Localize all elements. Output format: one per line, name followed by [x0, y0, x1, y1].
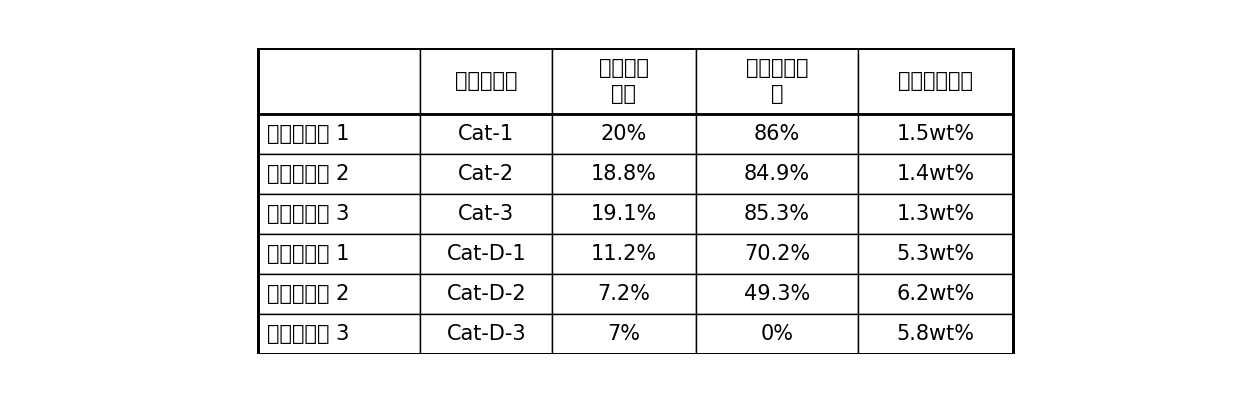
Bar [258, 194, 420, 234]
Bar [696, 113, 858, 154]
Bar [858, 154, 1013, 194]
Text: 异丁烷转
化率: 异丁烷转 化率 [599, 58, 649, 104]
Text: 5.3wt%: 5.3wt% [897, 244, 975, 264]
Bar [858, 113, 1013, 154]
Bar [696, 194, 858, 234]
Text: 实验实施例 2: 实验实施例 2 [267, 164, 350, 183]
Bar [420, 314, 552, 354]
Text: 84.9%: 84.9% [744, 164, 810, 183]
Bar [552, 234, 696, 274]
Text: 实验对比例 2: 实验对比例 2 [267, 284, 350, 304]
Bar [420, 274, 552, 314]
Bar [420, 113, 552, 154]
Text: 实验对比例 1: 实验对比例 1 [267, 244, 350, 264]
Text: Cat-D-3: Cat-D-3 [446, 324, 526, 344]
Bar [858, 314, 1013, 354]
Bar [696, 314, 858, 354]
Bar [258, 154, 420, 194]
Text: 1.4wt%: 1.4wt% [897, 164, 975, 183]
Text: 实验实施例 3: 实验实施例 3 [267, 204, 350, 224]
Text: 催化剂积炭量: 催化剂积炭量 [898, 71, 973, 91]
Text: 19.1%: 19.1% [590, 204, 657, 224]
Text: Cat-2: Cat-2 [459, 164, 515, 183]
Bar [420, 48, 552, 113]
Text: Cat-D-1: Cat-D-1 [446, 244, 526, 264]
Text: Cat-1: Cat-1 [459, 124, 515, 144]
Text: 5.8wt%: 5.8wt% [897, 324, 975, 344]
Bar [552, 48, 696, 113]
Bar [858, 194, 1013, 234]
Text: 实验对比例 3: 实验对比例 3 [267, 324, 350, 344]
Text: 1.3wt%: 1.3wt% [897, 204, 975, 224]
Text: 86%: 86% [754, 124, 800, 144]
Bar [696, 234, 858, 274]
Bar [858, 48, 1013, 113]
Bar [258, 314, 420, 354]
Text: 1.5wt%: 1.5wt% [897, 124, 975, 144]
Bar [552, 194, 696, 234]
Bar [258, 274, 420, 314]
Text: 70.2%: 70.2% [744, 244, 810, 264]
Text: Cat-3: Cat-3 [459, 204, 515, 224]
Text: 实验实施例 1: 实验实施例 1 [267, 124, 350, 144]
Bar [420, 234, 552, 274]
Text: 18.8%: 18.8% [591, 164, 657, 183]
Bar [858, 274, 1013, 314]
Text: 11.2%: 11.2% [590, 244, 657, 264]
Bar [552, 113, 696, 154]
Bar [258, 113, 420, 154]
Bar [696, 154, 858, 194]
Bar [696, 48, 858, 113]
Bar [552, 314, 696, 354]
Text: 7.2%: 7.2% [598, 284, 650, 304]
Bar [858, 234, 1013, 274]
Text: 0%: 0% [760, 324, 794, 344]
Bar [420, 154, 552, 194]
Text: 脱氢催化剂: 脱氢催化剂 [455, 71, 517, 91]
Bar [258, 234, 420, 274]
Text: 7%: 7% [608, 324, 640, 344]
Bar [420, 194, 552, 234]
Bar [552, 154, 696, 194]
Bar [696, 274, 858, 314]
Bar [258, 48, 1013, 354]
Text: 20%: 20% [600, 124, 647, 144]
Text: 49.3%: 49.3% [744, 284, 810, 304]
Bar [258, 48, 420, 113]
Text: 异丁烯选择
性: 异丁烯选择 性 [745, 58, 808, 104]
Text: Cat-D-2: Cat-D-2 [446, 284, 526, 304]
Text: 6.2wt%: 6.2wt% [897, 284, 975, 304]
Bar [552, 274, 696, 314]
Text: 85.3%: 85.3% [744, 204, 810, 224]
